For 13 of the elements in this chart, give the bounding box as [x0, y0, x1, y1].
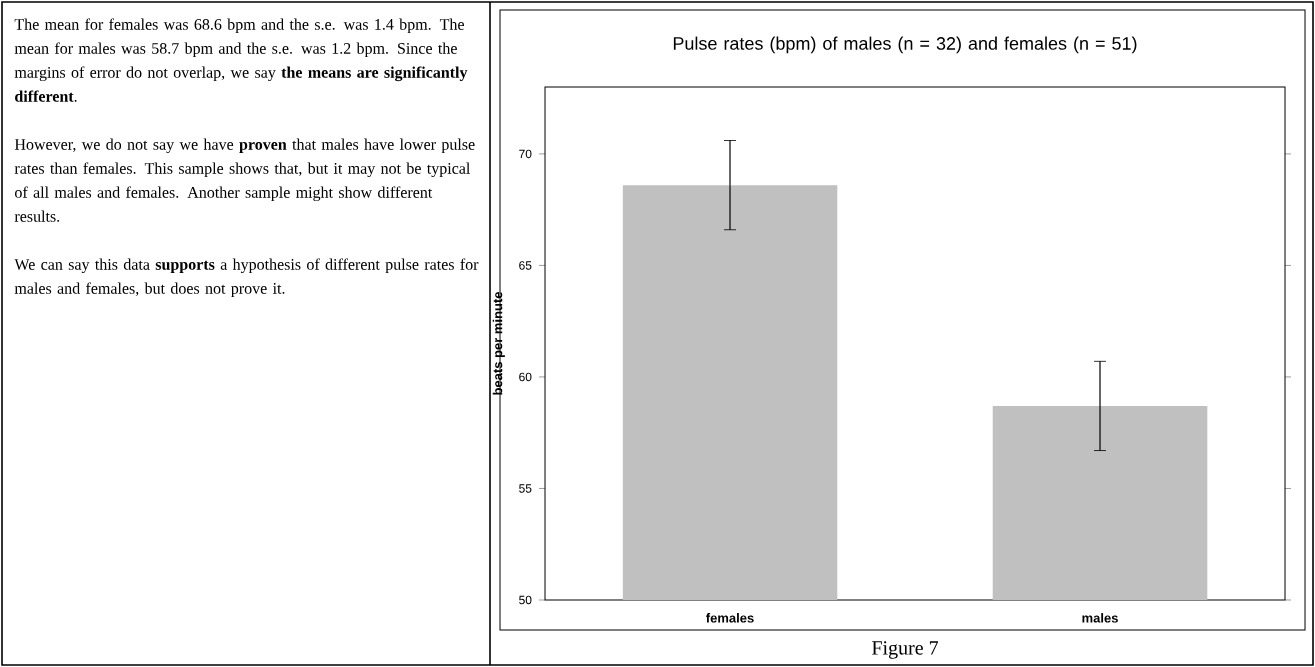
text: The mean for females was 68.6 bpm and the s.e. was 1.4 bpm. The mean for males was 58.7 bpm and the s.e. was 1.2 bpm. Since the margins of error do not overlap, we say the means are significantly different. [14, 18, 468, 102]
x-tick-label: females [706, 613, 754, 623]
x-tick-label: males [1082, 613, 1118, 623]
y-tick-label: 60 [519, 372, 532, 382]
y-tick-label: 55 [519, 484, 532, 493]
y-tick-label: 50 [519, 595, 532, 605]
chart-title: Pulse rates (bpm) of males (n = 32) and females (n = 51) [673, 36, 1137, 54]
text: However, we do not say we have proven that males have lower pulse rates than females. This sample shows that, but it may not be typical of all males and females. Another sample might show different results. [14, 138, 475, 222]
text: We can say this data supports a hypothesis of different pulse rates for males and females, but does not prove it. [14, 258, 479, 298]
y-tick-label: 70 [519, 149, 532, 159]
caption: Figure 7 [871, 641, 939, 659]
y-tick-label: 65 [519, 261, 532, 270]
y-axis-title: beats per minute [492, 291, 505, 395]
